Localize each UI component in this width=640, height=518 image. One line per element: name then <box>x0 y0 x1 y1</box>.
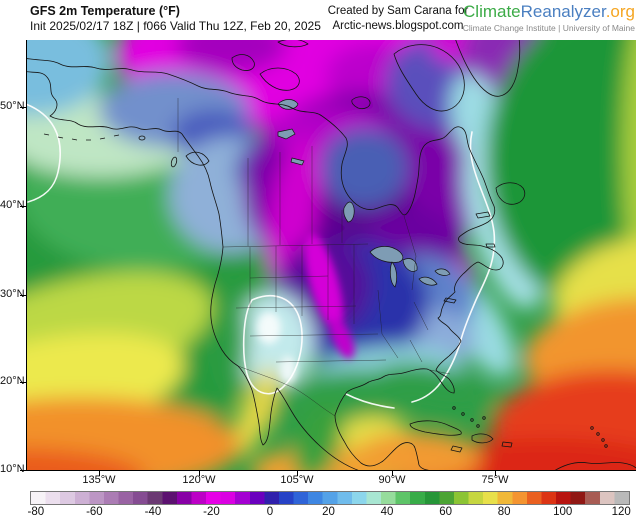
lat-tickmark <box>20 107 26 108</box>
lon-tick-label: 135°W <box>82 474 116 486</box>
lat-tick-label: 10°N <box>0 463 25 475</box>
lon-tickmark <box>297 471 298 476</box>
brand-block: ClimateReanalyzer.org Climate Change Ins… <box>463 2 635 33</box>
map-header: GFS 2m Temperature (°F) Init 2025/02/17 … <box>30 4 321 34</box>
colorbar-tick-label: -80 <box>27 506 45 518</box>
colorbar-tick-label: -60 <box>86 506 103 518</box>
freezing-contour-lines <box>19 101 496 409</box>
lon-tickmark <box>392 471 393 476</box>
credit-block: Created by Sam Carana for Arctic-news.bl… <box>328 4 469 34</box>
climate-reanalyzer-logo[interactable]: ClimateReanalyzer.org <box>463 2 635 22</box>
institute-tagline: Climate Change Institute | University of… <box>462 23 635 33</box>
lon-tick-label: 105°W <box>280 474 314 486</box>
map-axes-frame <box>26 40 636 471</box>
lat-tickmark <box>20 470 26 471</box>
lat-tick-label: 30°N <box>0 288 25 300</box>
lat-tickmark <box>20 295 26 296</box>
lon-tick-label: 120°W <box>182 474 216 486</box>
colorbar-tick-label: 120 <box>611 506 631 518</box>
colorbar-tick-label: 0 <box>266 506 274 518</box>
colorbar-tick-label: -20 <box>203 506 220 518</box>
map-init-valid-line: Init 2025/02/17 18Z | f066 Valid Thu 12Z… <box>30 19 321 33</box>
lon-tickmark <box>199 471 200 476</box>
colorbar-tick-label: 40 <box>380 506 394 518</box>
lon-tick-label: 90°W <box>378 474 406 486</box>
colorbar-tick-label: 60 <box>439 506 452 518</box>
map-title: GFS 2m Temperature (°F) <box>30 4 180 18</box>
state-province-borders <box>177 98 451 417</box>
lon-tick-label: 75°W <box>481 474 509 486</box>
credit-line2[interactable]: Arctic-news.blogspot.com <box>332 20 464 32</box>
temperature-colorbar <box>30 491 630 505</box>
logo-part-org: .org <box>605 2 635 21</box>
lat-tickmark <box>20 206 26 207</box>
colorbar-tick-label: 20 <box>322 506 335 518</box>
logo-part-reanalyzer: Reanalyzer <box>520 2 606 21</box>
lon-tickmark <box>99 471 100 476</box>
colorbar-tick-label: 80 <box>497 506 511 518</box>
credit-line1: Created by Sam Carana for <box>327 5 469 17</box>
colorbar-tick-label: -40 <box>144 506 162 518</box>
colorbar-tick-label: 100 <box>553 506 573 518</box>
logo-part-climate: Climate <box>463 2 521 21</box>
lat-tick-label: 50°N <box>0 100 25 112</box>
lat-tickmark <box>20 382 26 383</box>
lat-tick-label: 40°N <box>0 199 25 211</box>
lat-tick-label: 20°N <box>0 375 25 387</box>
lon-tickmark <box>495 471 496 476</box>
great-lakes <box>277 99 451 288</box>
